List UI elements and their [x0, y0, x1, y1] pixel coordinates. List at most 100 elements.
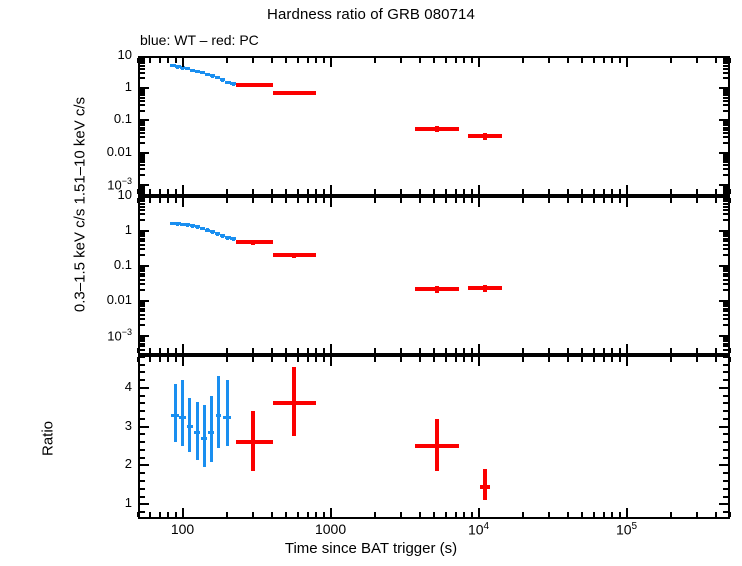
- error-bar-vertical: [226, 235, 230, 240]
- axis-tick: [140, 151, 149, 154]
- axis-tick: [548, 357, 551, 362]
- axis-tick: [140, 126, 145, 129]
- axis-tick: [723, 208, 728, 211]
- axis-tick: [723, 289, 728, 292]
- axis-tick: [548, 348, 551, 353]
- axis-tick: [463, 189, 466, 194]
- axis-tick: [463, 348, 466, 353]
- axis-tick: [522, 189, 525, 194]
- axis-tick: [723, 156, 728, 159]
- axis-tick: [719, 464, 728, 467]
- axis-tick: [581, 198, 583, 203]
- error-bar-vertical: [225, 380, 229, 447]
- axis-tick: [723, 67, 728, 70]
- axis-tick: [140, 193, 145, 196]
- error-bar-vertical: [220, 78, 224, 82]
- axis-tick: [463, 357, 466, 362]
- axis-tick: [140, 92, 145, 95]
- axis-tick: [174, 512, 177, 517]
- axis-tick: [602, 512, 605, 517]
- error-bar-vertical: [251, 83, 256, 88]
- axis-tick: [723, 340, 728, 343]
- axis-tick: [158, 58, 161, 63]
- axis-tick: [723, 153, 728, 156]
- axis-tick: [270, 348, 273, 353]
- axis-tick: [140, 185, 145, 188]
- axis-tick: [522, 348, 525, 353]
- axis-tick: [454, 512, 457, 517]
- axis-tick: [618, 348, 621, 353]
- axis-tick: [140, 56, 145, 59]
- axis-tick: [611, 357, 614, 362]
- axis-tick: [374, 512, 377, 517]
- axis-tick: [719, 299, 728, 302]
- axis-tick: [140, 254, 145, 257]
- axis-tick: [723, 313, 728, 316]
- axis-tick: [723, 275, 728, 278]
- axis-tick: [226, 348, 229, 353]
- axis-tick: [137, 512, 139, 517]
- axis-tick: [181, 344, 184, 353]
- axis-tick: [719, 503, 728, 506]
- axis-tick: [723, 71, 728, 74]
- axis-tick: [625, 58, 628, 67]
- error-bar-vertical: [191, 224, 195, 228]
- axis-tick: [470, 357, 473, 362]
- axis-tick: [723, 109, 728, 112]
- axis-tick: [167, 198, 170, 203]
- axis-tick: [329, 185, 332, 194]
- axis-tick: [140, 64, 145, 67]
- y-tick-label-ratio: 1: [124, 495, 132, 511]
- error-bar-vertical: [176, 65, 180, 69]
- axis-tick: [296, 512, 299, 517]
- error-bar-vertical: [200, 71, 204, 75]
- axis-tick: [723, 64, 728, 67]
- axis-tick: [723, 307, 728, 310]
- axis-tick: [719, 151, 728, 154]
- error-bar-vertical: [200, 226, 204, 231]
- panel-soft-band: [138, 196, 730, 355]
- axis-tick: [418, 348, 421, 353]
- axis-tick: [374, 189, 377, 194]
- axis-tick: [723, 480, 728, 482]
- axis-tick: [306, 189, 309, 194]
- axis-tick: [618, 357, 621, 362]
- axis-tick: [723, 62, 728, 65]
- axis-tick: [463, 58, 466, 63]
- axis-tick: [618, 58, 621, 63]
- error-bar-vertical: [215, 231, 219, 236]
- axis-tick: [625, 357, 628, 366]
- axis-tick: [548, 512, 551, 517]
- error-bar-vertical: [181, 66, 185, 70]
- y-tick-label: 1: [124, 221, 132, 237]
- axis-tick: [723, 235, 728, 238]
- axis-tick: [566, 357, 569, 362]
- axis-tick: [729, 512, 731, 517]
- axis-tick: [270, 512, 273, 517]
- y-tick-label-ratio: 4: [124, 378, 132, 394]
- error-bar-vertical: [181, 222, 185, 227]
- axis-tick: [140, 402, 145, 405]
- axis-tick: [418, 58, 421, 63]
- axis-tick: [252, 189, 255, 194]
- axis-tick: [418, 189, 421, 194]
- axis-tick: [315, 357, 318, 362]
- axis-tick: [719, 334, 728, 337]
- axis-tick: [723, 448, 728, 451]
- axis-tick: [723, 456, 728, 459]
- axis-tick: [611, 189, 614, 194]
- axis-tick: [618, 198, 621, 203]
- axis-tick: [723, 198, 728, 201]
- axis-tick: [140, 71, 145, 74]
- axis-tick: [723, 233, 728, 236]
- error-bar-vertical: [482, 469, 487, 501]
- axis-tick: [140, 58, 145, 61]
- axis-tick: [322, 512, 325, 517]
- axis-tick: [174, 198, 177, 203]
- axis-tick: [148, 512, 151, 517]
- axis-tick: [226, 512, 229, 517]
- axis-tick: [723, 141, 728, 144]
- axis-tick: [158, 198, 161, 203]
- axis-tick: [140, 188, 145, 191]
- axis-tick: [137, 198, 139, 203]
